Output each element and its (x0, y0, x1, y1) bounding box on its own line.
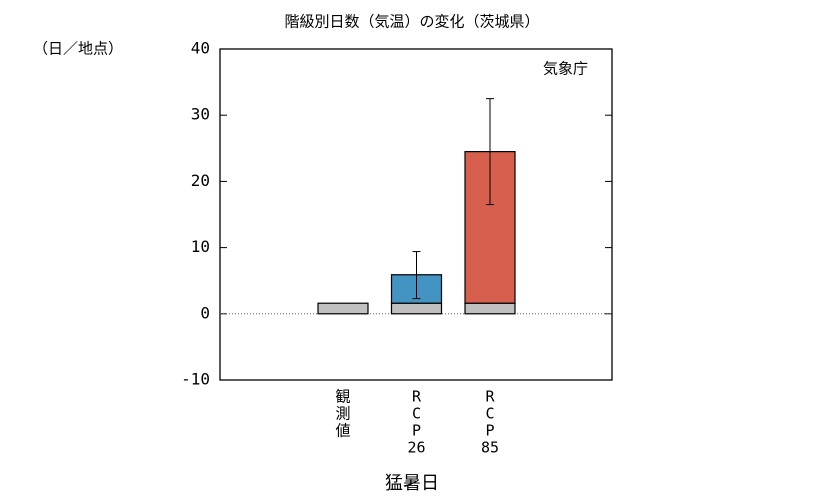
source-label: 気象庁 (543, 60, 588, 78)
y-tick-label: 30 (191, 105, 210, 124)
bar (317, 302, 369, 315)
x-tick-label: C (485, 405, 494, 423)
x-tick-label: 値 (335, 422, 350, 440)
y-tick-label: 10 (191, 237, 210, 256)
bar (390, 302, 443, 315)
x-tick-label: 測 (335, 405, 350, 423)
x-tick-label: 85 (481, 439, 499, 457)
x-tick-label: R (485, 388, 495, 406)
x-tick-label: 26 (407, 439, 425, 457)
x-tick-label: R (412, 388, 422, 406)
x-tick-label: P (485, 422, 494, 440)
x-tick-label: 観 (335, 388, 350, 406)
y-tick-label: 20 (191, 171, 210, 190)
y-tick-label: 40 (191, 39, 210, 58)
y-tick-label: -10 (181, 370, 210, 389)
y-tick-label: 0 (200, 303, 210, 322)
x-tick-label: P (412, 422, 421, 440)
chart-title: 階級別日数（気温）の変化（茨城県） (284, 13, 539, 31)
x-tick-label: C (412, 405, 421, 423)
x-axis-label: 猛暑日 (385, 473, 439, 494)
y-axis-label: （日／地点） (33, 40, 123, 58)
plot-frame (219, 48, 613, 381)
bar (464, 302, 516, 315)
